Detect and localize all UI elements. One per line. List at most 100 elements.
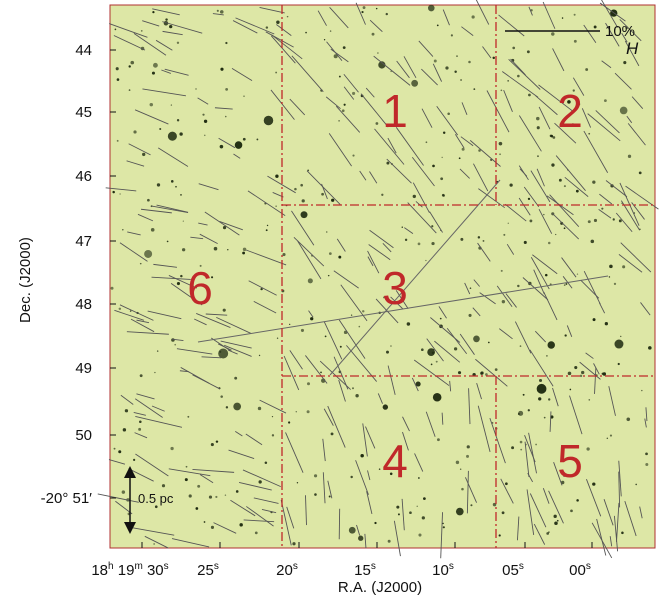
y-tick-label: 49 xyxy=(75,360,92,377)
star xyxy=(441,157,442,158)
star xyxy=(352,387,354,389)
star xyxy=(223,226,226,229)
region-label: 1 xyxy=(382,85,408,137)
star xyxy=(537,126,540,129)
star xyxy=(294,188,297,191)
star xyxy=(129,89,131,91)
star xyxy=(622,265,625,268)
star xyxy=(604,99,607,102)
star xyxy=(152,72,155,75)
x-tick-part: s xyxy=(519,561,524,572)
star xyxy=(512,47,515,50)
star xyxy=(325,336,327,338)
star xyxy=(562,17,564,19)
star xyxy=(451,34,453,36)
star xyxy=(330,30,331,31)
star xyxy=(308,278,313,283)
star xyxy=(427,348,435,356)
star xyxy=(436,361,438,363)
star xyxy=(550,135,552,137)
star xyxy=(153,63,158,68)
x-tick-part: 25 xyxy=(197,562,214,579)
star xyxy=(456,461,459,464)
star xyxy=(528,94,531,97)
star xyxy=(592,482,595,485)
star xyxy=(215,496,217,498)
star xyxy=(538,397,541,400)
star xyxy=(585,68,588,71)
star xyxy=(454,70,456,72)
star xyxy=(609,276,610,277)
star xyxy=(456,508,464,516)
star xyxy=(509,184,512,187)
star xyxy=(117,78,120,81)
star xyxy=(388,540,391,543)
star xyxy=(501,89,503,91)
star xyxy=(607,438,608,439)
star xyxy=(645,452,648,455)
star xyxy=(220,68,223,71)
star xyxy=(508,223,509,224)
star xyxy=(182,248,185,251)
star xyxy=(256,139,258,141)
star xyxy=(167,241,169,243)
star xyxy=(621,532,624,535)
star xyxy=(258,480,261,483)
star xyxy=(153,543,155,545)
star xyxy=(265,461,268,464)
star xyxy=(502,511,505,514)
star xyxy=(168,132,177,141)
star xyxy=(555,234,556,235)
star xyxy=(343,46,346,49)
star xyxy=(351,315,352,316)
star xyxy=(305,32,307,34)
star xyxy=(576,499,579,502)
star xyxy=(195,507,198,510)
star xyxy=(433,393,442,402)
star xyxy=(276,21,279,24)
star xyxy=(614,283,616,285)
x-tick-label: 05s xyxy=(502,561,524,579)
star xyxy=(407,322,410,325)
star xyxy=(398,513,400,515)
star xyxy=(187,416,189,418)
star xyxy=(130,310,131,311)
star xyxy=(209,496,212,499)
star xyxy=(133,459,135,461)
star xyxy=(220,395,223,398)
star xyxy=(576,190,579,193)
star xyxy=(264,116,274,126)
star xyxy=(197,485,200,488)
y-tick-label: 44 xyxy=(75,42,92,59)
star xyxy=(157,350,158,351)
star xyxy=(445,66,448,69)
star xyxy=(554,515,557,518)
x-tick-part: 00 xyxy=(569,562,586,579)
star xyxy=(511,446,514,449)
star xyxy=(648,346,652,350)
star xyxy=(554,522,558,526)
star xyxy=(342,109,345,112)
star xyxy=(548,341,555,348)
star xyxy=(574,366,577,369)
star xyxy=(588,220,591,223)
star xyxy=(499,142,503,146)
star xyxy=(321,193,324,196)
star xyxy=(620,107,628,115)
star xyxy=(307,410,310,413)
star xyxy=(586,447,589,450)
star xyxy=(423,497,426,500)
star xyxy=(605,322,608,325)
star xyxy=(518,411,523,416)
star xyxy=(302,199,305,202)
star xyxy=(546,532,549,535)
star xyxy=(165,18,167,20)
star xyxy=(564,334,566,336)
star xyxy=(338,120,339,121)
star xyxy=(570,389,572,391)
star xyxy=(460,238,463,241)
star xyxy=(405,239,407,241)
star xyxy=(361,11,363,13)
star xyxy=(559,179,562,182)
star xyxy=(418,477,420,479)
